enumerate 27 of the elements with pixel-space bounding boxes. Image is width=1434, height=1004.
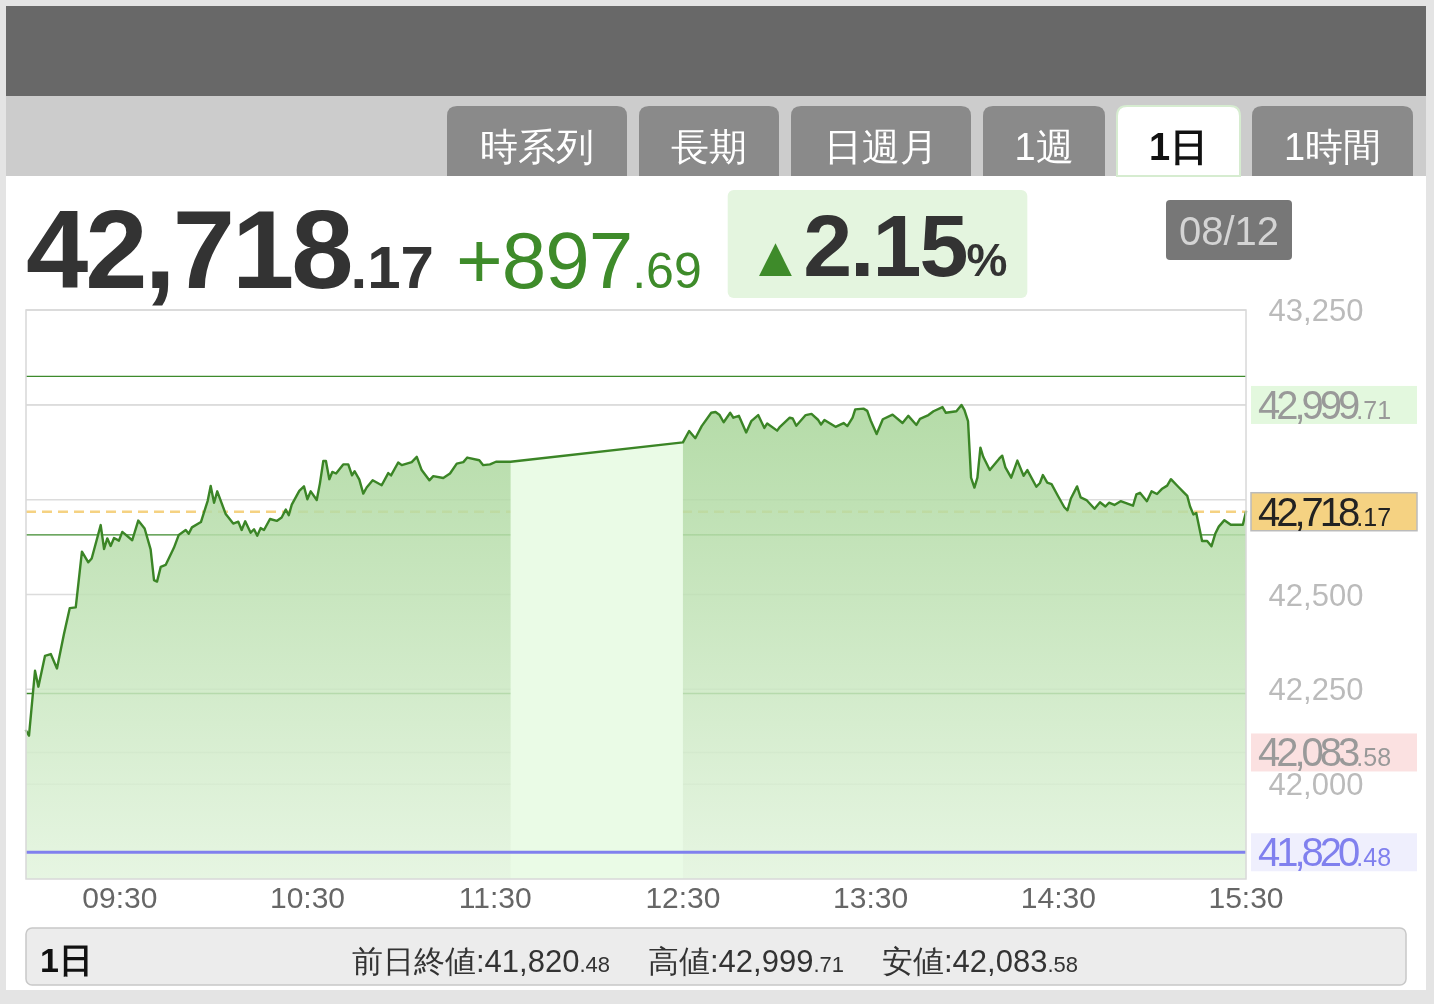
annotation: 42,718.17 [26,187,434,312]
text: 1週 [1014,126,1074,168]
text: 長期 [671,126,747,168]
ref-line-label: 41,820.48 [1258,830,1392,875]
x-tick-label: 11:30 [458,881,532,914]
text: 高値:42,999.71 [648,944,845,979]
y-tick-label: 42,999.71 [1258,382,1392,427]
x-tick-label: 14:30 [1020,881,1096,914]
text: 時系列 [480,126,594,168]
y-tick-label: 42,250 [1268,672,1364,708]
x-tick-label: 15:30 [1208,881,1284,914]
x-tick-label: 09:30 [82,881,158,914]
ref-line-label: 42,718.17 [1258,489,1392,534]
y-tick-label: 43,250 [1268,293,1364,328]
y-tick-label: 42,500 [1268,577,1364,613]
text: 前日終値:41,820.48 [352,944,611,979]
text: ▲2.15% [747,196,1008,295]
text: +897.69 [455,216,702,305]
text: 安値:42,083.58 [882,944,1079,979]
text: 08/12 [1178,209,1280,253]
x-tick-label: 10:30 [270,881,346,914]
x-tick-label: 13:30 [833,881,909,914]
text: 日週月 [824,126,938,168]
text: 1時間 [1283,126,1382,168]
text: 1日 [1148,126,1209,168]
text: 1日 [40,941,93,979]
x-tick-label: 12:30 [645,881,721,914]
